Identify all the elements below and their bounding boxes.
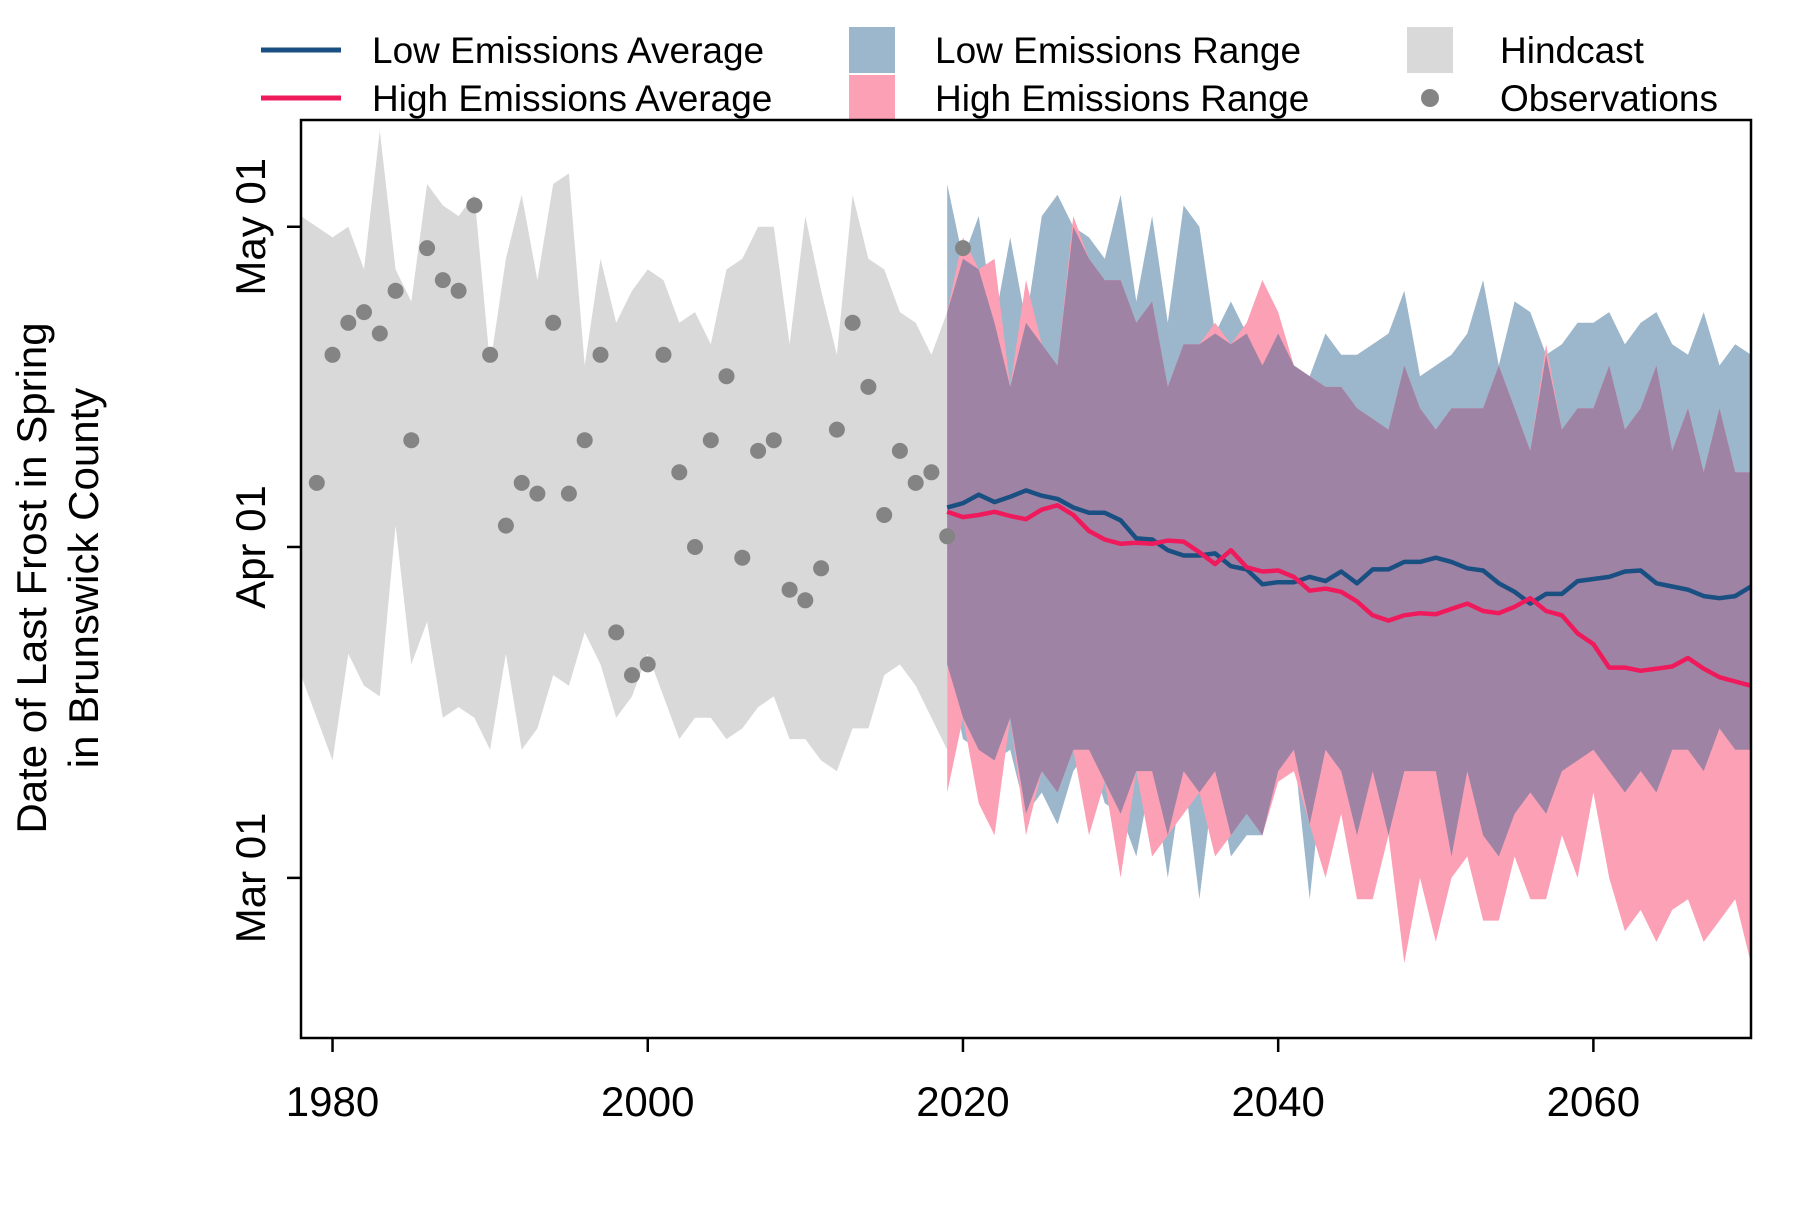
observation-point [450,282,467,299]
observation-point [466,197,483,214]
observation-point [624,667,640,684]
x-tick-label: 1980 [286,1078,379,1125]
legend-label: Low Emissions Average [372,30,764,71]
observation-point [891,442,908,459]
observation-point [655,346,672,363]
observation-point [434,272,451,289]
observation-point [765,432,782,449]
observation-point [876,507,893,523]
x-axis: 1980 2000 2020 2040 2060 [286,1038,1640,1125]
y-axis-label-line-1: Date of Last Frost in Spring [8,322,55,833]
observation-point [324,346,341,363]
legend-box-swatch [849,75,895,121]
legend: Low Emissions Average High Emissions Aver… [261,27,1718,121]
legend-label: Hindcast [1500,30,1645,71]
legend-entry-high_avg: High Emissions Average [261,78,772,119]
observation-point [497,517,514,534]
legend-entry-low_avg: Low Emissions Average [261,30,764,71]
legend-entry-hindcast: Hindcast [1407,27,1645,73]
observation-point [482,346,499,363]
observation-point [718,368,735,385]
observation-point [371,325,388,342]
range-overlap-area [947,226,1751,857]
observation-point [576,432,593,449]
observation-point [608,624,625,641]
observation-point [687,539,703,555]
observation-point [813,560,830,577]
observation-point [513,474,530,491]
legend-label: High Emissions Average [372,78,772,119]
observation-point [860,378,877,395]
observation-points [308,197,971,684]
legend-box-swatch [1407,27,1453,73]
observation-point [955,240,971,257]
observation-point [797,592,814,609]
observation-point [419,240,436,257]
legend-box-swatch [849,27,895,73]
observation-point [907,474,924,491]
observation-point [750,442,767,459]
observation-point [844,314,861,331]
legend-entry-high_range: High Emissions Range [849,75,1309,121]
observation-point [356,304,372,321]
observation-point [308,474,325,491]
legend-entry-low_range: Low Emissions Range [849,27,1301,73]
y-axis: Mar 01 Apr 01 May 01 [227,158,301,943]
plot-frame [299,118,1753,1040]
x-tick-label: 2020 [916,1078,1009,1125]
legend-label: High Emissions Range [935,78,1309,119]
observation-point [403,432,420,449]
observation-point [828,421,845,438]
y-tick-label: May 01 [227,158,274,296]
x-tick-label: 2060 [1547,1078,1640,1125]
observation-point [560,485,577,502]
observation-point [639,656,656,673]
observation-point [702,432,719,449]
x-tick-label: 2040 [1231,1078,1324,1125]
y-tick-label: Mar 01 [227,813,274,944]
legend-entry-obs: Observations [1421,78,1718,119]
high-emissions-average-line [946,503,1751,688]
observation-point [387,282,404,299]
observation-point [923,464,940,481]
observation-point [671,464,688,481]
x-tick-label: 2000 [601,1078,694,1125]
legend-dot-swatch [1421,89,1439,107]
legend-label: Low Emissions Range [935,30,1301,71]
observation-point [939,528,956,545]
y-axis-label-line-2: in Brunswick County [60,388,107,768]
observation-point [340,314,357,331]
low-emissions-average-line [946,488,1751,606]
legend-label: Observations [1500,78,1718,119]
observation-point [592,346,609,363]
y-tick-label: Apr 01 [227,485,274,609]
observation-point [781,581,798,598]
observation-point [545,314,562,331]
observation-point [734,549,751,566]
observation-point [529,485,546,502]
